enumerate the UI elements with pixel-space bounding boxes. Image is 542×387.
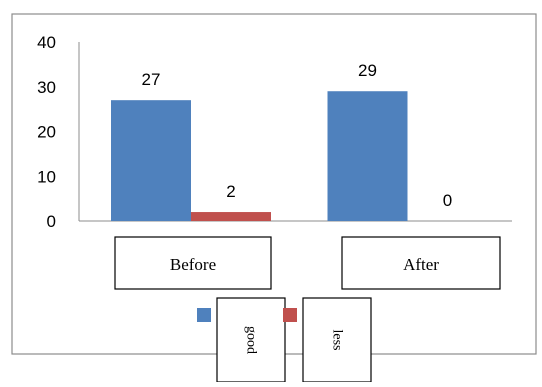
legend-swatch-good (197, 308, 211, 322)
legend-label-good: good (244, 326, 259, 354)
category-box (341, 236, 501, 290)
data-label-good-before: 27 (142, 70, 161, 89)
y-tick-label: 30 (37, 78, 56, 97)
data-label-good-after: 29 (358, 61, 377, 80)
data-labels: 27 2 29 0 (142, 61, 453, 210)
data-label-less-before: 2 (226, 182, 235, 201)
bar-good-before (111, 100, 191, 221)
bar-marks (111, 91, 408, 221)
y-tick-label: 40 (37, 33, 56, 52)
legend: good less (197, 297, 372, 383)
y-tick-label: 10 (37, 167, 56, 186)
data-label-less-after: 0 (443, 191, 452, 210)
category-box (114, 236, 272, 290)
y-tick-label: 0 (47, 212, 56, 231)
category-label: Before (170, 255, 216, 274)
category-labels: Before After (114, 236, 501, 290)
y-tick-label: 20 (37, 123, 56, 142)
legend-label-less: less (330, 330, 345, 351)
legend-swatch-less (283, 308, 297, 322)
category-label: After (403, 255, 439, 274)
bar-less-before (191, 212, 271, 221)
y-tick-labels: 0 10 20 30 40 (37, 33, 56, 231)
bar-good-after (327, 91, 408, 221)
